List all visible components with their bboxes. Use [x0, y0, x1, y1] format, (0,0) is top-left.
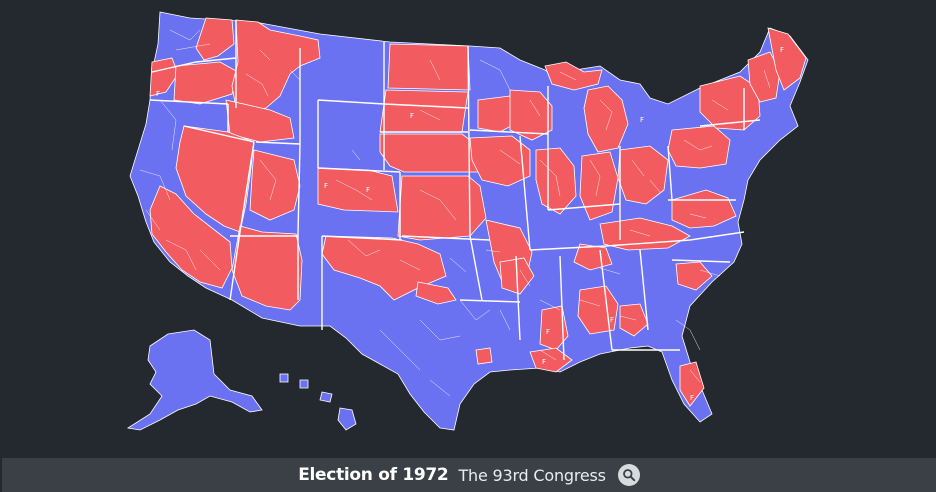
map-markers: F F F F F F F F F F: [156, 46, 784, 402]
region-tennessee-w[interactable]: [573, 243, 613, 271]
region-wa-east[interactable]: [195, 17, 235, 61]
region-mn-south[interactable]: [477, 95, 519, 133]
region-florida-c[interactable]: [679, 361, 705, 407]
region-iowa[interactable]: [469, 135, 531, 187]
marker-ms: F: [546, 328, 550, 336]
region-ca-south[interactable]: [149, 185, 233, 289]
region-colorado-e[interactable]: [317, 167, 399, 213]
region-nm-ok[interactable]: [321, 235, 447, 301]
region-indiana[interactable]: [579, 151, 619, 221]
region-nc[interactable]: [675, 261, 713, 291]
state-borders: [149, 20, 761, 361]
alaska[interactable]: [126, 329, 263, 431]
region-mississippi[interactable]: [539, 305, 569, 351]
congress-subtitle: The 93rd Congress: [458, 465, 606, 485]
region-or-sw[interactable]: [173, 61, 239, 105]
region-georgia[interactable]: [619, 303, 649, 337]
region-arizona[interactable]: [231, 225, 303, 311]
us-congressional-map[interactable]: .d { fill: #6b72f2; stroke: #ffffff; str…: [0, 0, 936, 458]
map-svg[interactable]: .d { fill: #6b72f2; stroke: #ffffff; str…: [0, 0, 936, 458]
hawaii-big-island[interactable]: [337, 407, 357, 431]
region-upper-michigan[interactable]: [544, 61, 603, 91]
region-pennsylvania[interactable]: [667, 125, 731, 169]
region-vt-nh[interactable]: [747, 51, 781, 103]
hawaii-kauai[interactable]: [279, 373, 289, 383]
region-utah[interactable]: [249, 149, 301, 221]
marker-fl: F: [690, 394, 694, 402]
region-idaho-mt[interactable]: [231, 19, 321, 113]
region-wisconsin[interactable]: [509, 89, 553, 141]
region-illinois[interactable]: [535, 147, 577, 215]
region-south-dakota[interactable]: [379, 89, 469, 133]
marker-ks-2: F: [366, 186, 370, 194]
search-icon: [622, 469, 635, 482]
region-lower-michigan[interactable]: [583, 85, 629, 153]
marker-nm: F: [640, 116, 644, 124]
region-ok-pan[interactable]: [415, 281, 457, 305]
region-maine[interactable]: [767, 27, 807, 91]
region-north-dakota[interactable]: [387, 43, 471, 91]
hawaii-oahu[interactable]: [299, 379, 309, 389]
region-kansas[interactable]: [397, 175, 487, 241]
election-title: Election of 1972: [298, 465, 449, 485]
hawaii-maui[interactable]: [319, 391, 333, 403]
marker-la: F: [542, 358, 546, 366]
region-louisiana-coast[interactable]: [529, 347, 573, 373]
marker-or: F: [156, 90, 160, 98]
search-button[interactable]: [617, 464, 640, 486]
region-nebraska[interactable]: [379, 133, 481, 173]
marker-ks-1: F: [324, 182, 328, 190]
marker-ga: F: [610, 316, 614, 324]
marker-me: F: [780, 46, 784, 54]
footer-bar: Election of 1972 The 93rd Congress: [2, 458, 936, 492]
region-new-york[interactable]: [699, 75, 761, 131]
marker-sd: F: [410, 112, 414, 120]
district-borders: [139, 29, 771, 397]
region-texas-c[interactable]: [475, 347, 493, 365]
